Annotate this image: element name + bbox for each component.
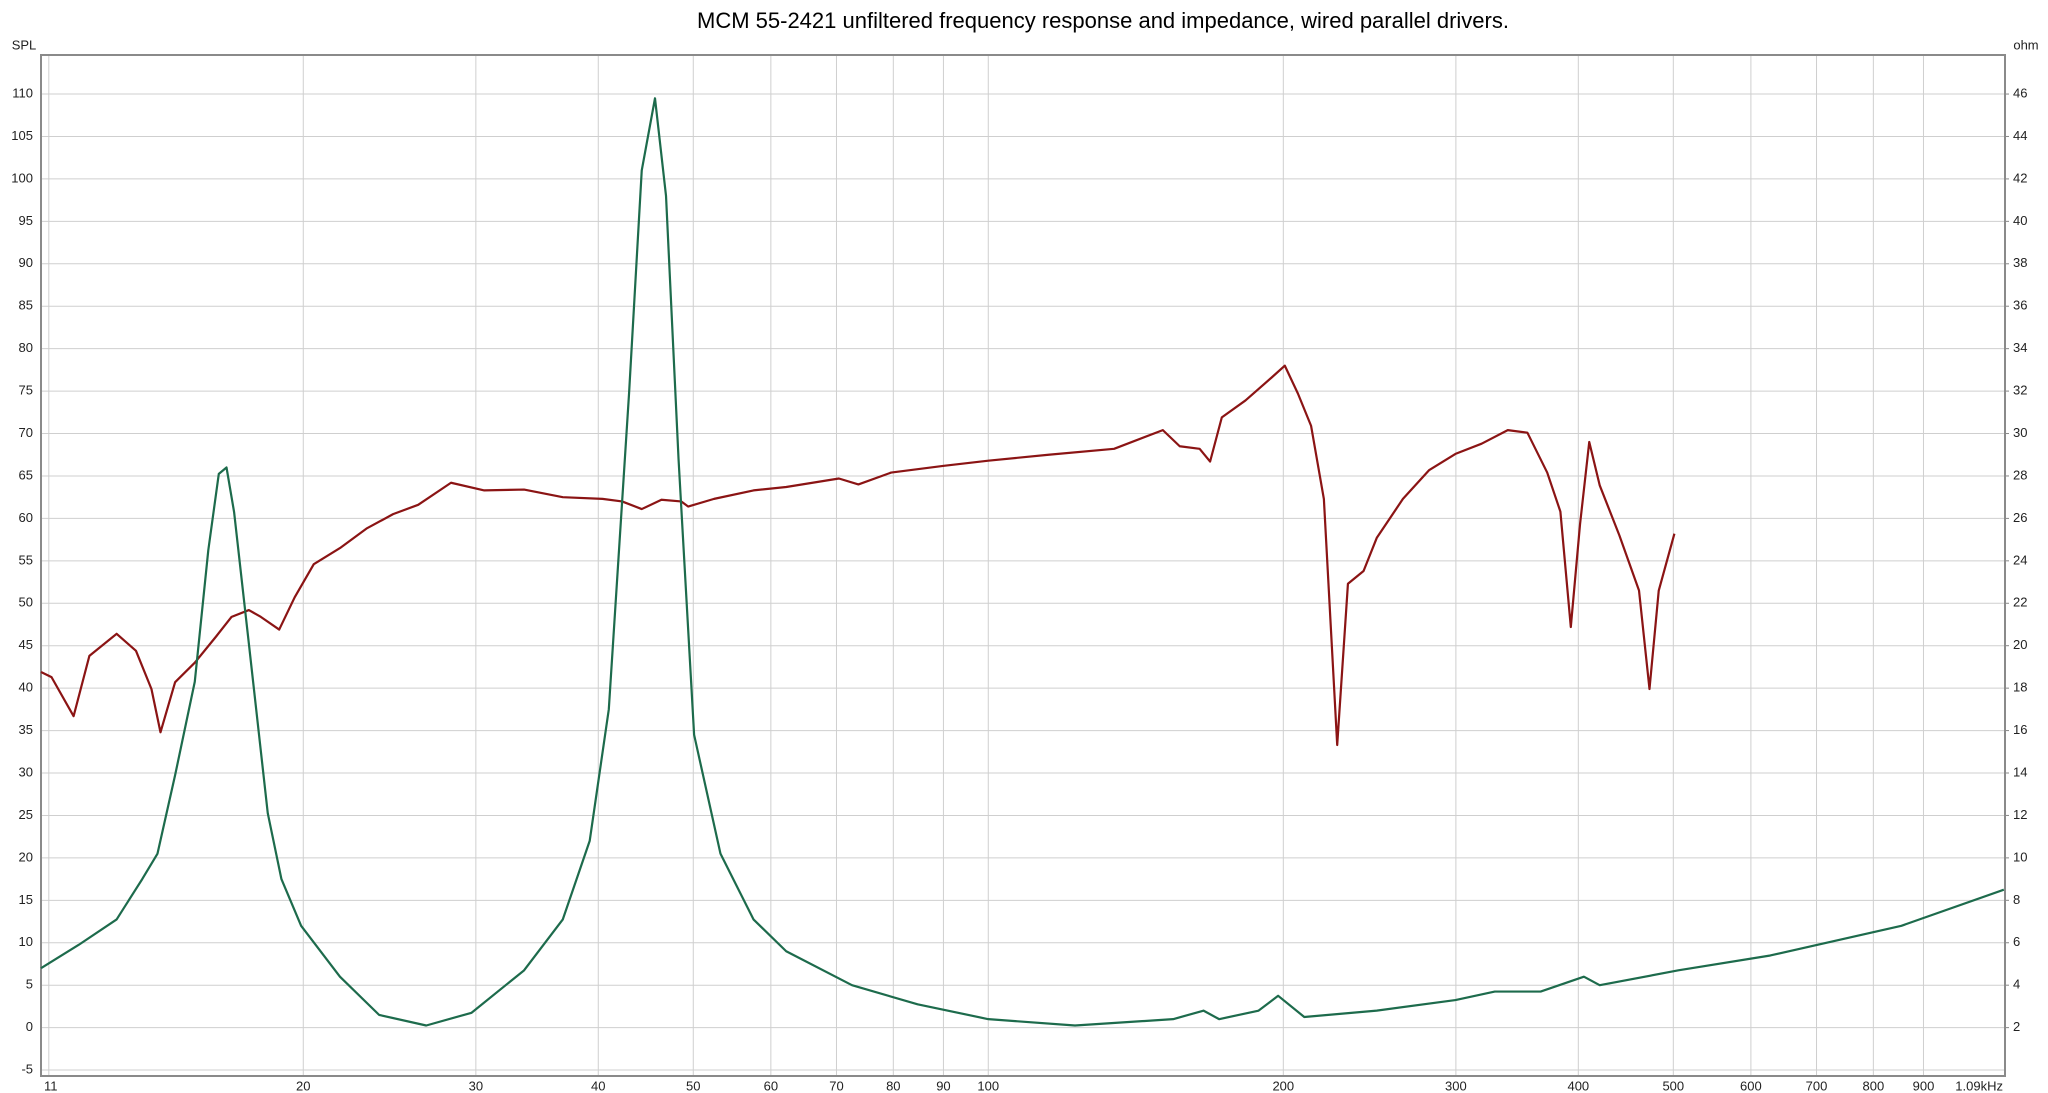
y-tick-label: 70 (19, 425, 33, 440)
y2-tick-label: 38 (2013, 255, 2027, 270)
y-axis-label: SPL (12, 37, 37, 52)
y-tick-label: 55 (19, 552, 33, 567)
x-tick-label: 300 (1445, 1078, 1467, 1093)
y2-tick-label: 20 (2013, 637, 2027, 652)
x-tick-label: 100 (977, 1078, 999, 1093)
x-tick-label: 900 (1913, 1078, 1935, 1093)
y-tick-label: 75 (19, 383, 33, 398)
y2-tick-label: 18 (2013, 680, 2027, 695)
chart-title: MCM 55-2421 unfiltered frequency respons… (697, 8, 1509, 33)
y-tick-label: 85 (19, 298, 33, 313)
y2-tick-label: 42 (2013, 170, 2027, 185)
y-tick-label: 65 (19, 467, 33, 482)
x-tick-label: 80 (886, 1078, 900, 1093)
x-tick-label: 800 (1862, 1078, 1884, 1093)
x-tick-label: 1.09kHz (1955, 1078, 2003, 1093)
y-tick-label: 95 (19, 213, 33, 228)
y-tick-label: 40 (19, 680, 33, 695)
y2-tick-label: 30 (2013, 425, 2027, 440)
y-tick-label: 10 (19, 934, 33, 949)
y2-tick-label: 16 (2013, 722, 2027, 737)
x-tick-label: 700 (1806, 1078, 1828, 1093)
y-tick-label: 100 (11, 170, 33, 185)
x-tick-label: 70 (829, 1078, 843, 1093)
x-tick-label: 500 (1662, 1078, 1684, 1093)
y-tick-label: 45 (19, 637, 33, 652)
x-tick-label: 90 (936, 1078, 950, 1093)
y2-tick-label: 2 (2013, 1019, 2020, 1034)
x-tick-label: 400 (1567, 1078, 1589, 1093)
y-tick-label: 5 (26, 977, 33, 992)
plot-area (41, 55, 2005, 1076)
x-tick-label: 50 (686, 1078, 700, 1093)
y-tick-label: 50 (19, 595, 33, 610)
y2-tick-label: 4 (2013, 977, 2020, 992)
y2-axis-label: ohm (2013, 37, 2038, 52)
y2-tick-label: 22 (2013, 595, 2027, 610)
plot-border (40, 54, 2006, 1077)
y-tick-label: 15 (19, 892, 33, 907)
y-tick-label: 20 (19, 849, 33, 864)
series-line (40, 97, 2005, 1027)
x-tick-label: 600 (1740, 1078, 1762, 1093)
y-tick-label: 0 (26, 1019, 33, 1034)
x-tick-label: 60 (764, 1078, 778, 1093)
y2-tick-label: 32 (2013, 383, 2027, 398)
y2-tick-label: 24 (2013, 552, 2027, 567)
y-tick-label: 30 (19, 764, 33, 779)
y-tick-label: -5 (21, 1061, 33, 1076)
y-tick-label: 25 (19, 807, 33, 822)
y-tick-label: 35 (19, 722, 33, 737)
x-tick-label: 30 (469, 1078, 483, 1093)
y2-tick-label: 12 (2013, 807, 2027, 822)
y2-tick-label: 36 (2013, 298, 2027, 313)
y2-tick-label: 40 (2013, 213, 2027, 228)
y2-tick-label: 46 (2013, 85, 2027, 100)
y2-tick-label: 26 (2013, 510, 2027, 525)
y-tick-label: 105 (11, 128, 33, 143)
x-tick-label: 200 (1272, 1078, 1294, 1093)
series-line (40, 364, 1676, 747)
x-tick-label: 20 (296, 1078, 310, 1093)
y2-tick-label: 8 (2013, 892, 2020, 907)
y-tick-label: 90 (19, 255, 33, 270)
y2-tick-label: 28 (2013, 467, 2027, 482)
y2-tick-label: 34 (2013, 340, 2027, 355)
x-tick-label: 40 (591, 1078, 605, 1093)
y2-tick-label: 14 (2013, 764, 2027, 779)
y-tick-label: 110 (12, 85, 33, 100)
y2-tick-label: 10 (2013, 849, 2027, 864)
y2-tick-label: 6 (2013, 934, 2020, 949)
x-tick-label: 11 (44, 1078, 58, 1093)
y-tick-label: 60 (19, 510, 33, 525)
y-tick-label: 80 (19, 340, 33, 355)
y2-tick-label: 44 (2013, 128, 2027, 143)
